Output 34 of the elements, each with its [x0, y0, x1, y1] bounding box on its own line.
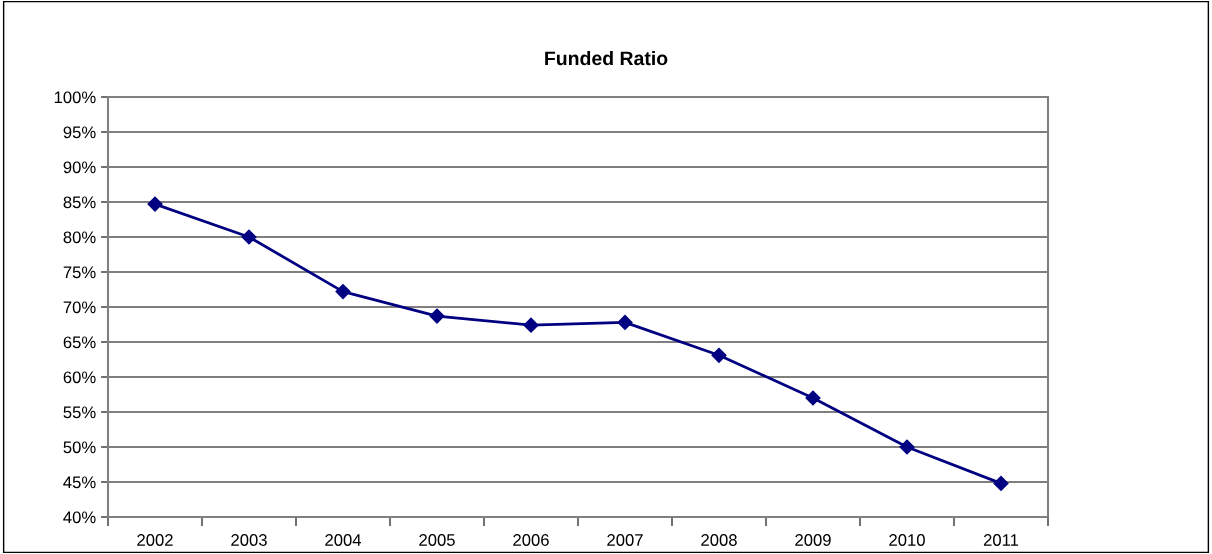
x-tick-label: 2004 — [325, 534, 362, 546]
point — [993, 475, 1009, 491]
y-tick-label: 100% — [54, 91, 96, 104]
y-tick-label: 60% — [63, 371, 96, 384]
x-tick-label: 2011 — [983, 534, 1019, 546]
y-tick-label: 95% — [63, 126, 96, 139]
y-tick-label: 50% — [63, 441, 96, 454]
point — [241, 229, 257, 245]
point — [335, 284, 351, 300]
x-tick-label: 2008 — [701, 534, 737, 546]
y-tick-label: 85% — [63, 196, 96, 209]
point — [899, 439, 915, 455]
x-tick-label: 2010 — [889, 534, 925, 546]
x-tick-label: 2006 — [513, 534, 549, 546]
y-tick-label: 45% — [63, 476, 96, 489]
point — [147, 196, 163, 212]
y-tick-label: 55% — [63, 406, 96, 419]
y-tick-label: 90% — [63, 161, 96, 174]
chart-title: Funded Ratio — [545, 50, 668, 66]
y-tick-label: 40% — [63, 511, 96, 524]
y-tick-label: 80% — [63, 231, 96, 244]
y-tick-label: 70% — [63, 301, 96, 314]
x-tick-label: 2007 — [607, 534, 643, 546]
x-tick-label: 2003 — [231, 534, 267, 546]
point — [711, 347, 727, 363]
y-tick-label: 75% — [63, 266, 96, 279]
x-tick-label: 2002 — [137, 534, 173, 546]
point — [805, 390, 821, 406]
point — [429, 308, 445, 324]
x-tick-label: 2009 — [795, 534, 831, 546]
x-tick-label: 2005 — [419, 534, 455, 546]
point — [617, 314, 633, 330]
y-tick-label: 65% — [63, 336, 96, 349]
point — [523, 317, 539, 333]
